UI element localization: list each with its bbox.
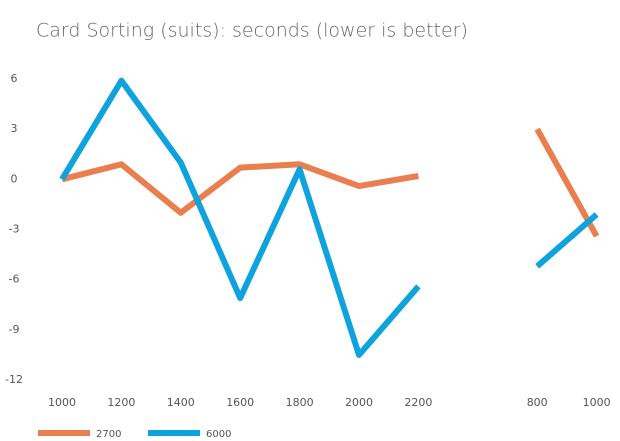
legend-label: 6000 bbox=[206, 429, 231, 440]
series-line bbox=[61, 127, 600, 238]
x-tick-label: 1600 bbox=[226, 396, 254, 409]
x-tick-label: 2000 bbox=[345, 396, 373, 409]
x-tick-label: 1000 bbox=[583, 396, 611, 409]
y-tick-label: -9 bbox=[9, 323, 20, 336]
x-tick-label: 1800 bbox=[286, 396, 314, 409]
y-tick-label: 6 bbox=[11, 72, 18, 85]
chart-title: Card Sorting (suits): seconds (lower is … bbox=[36, 20, 468, 42]
x-tick-label: 1200 bbox=[107, 396, 135, 409]
series-line bbox=[59, 77, 599, 358]
x-tick-label: 800 bbox=[527, 396, 548, 409]
y-tick-label: 0 bbox=[11, 172, 18, 185]
y-tick-label: -3 bbox=[9, 223, 20, 236]
x-tick-label: 2200 bbox=[404, 396, 432, 409]
legend-label: 2700 bbox=[96, 429, 121, 440]
y-tick-label: -6 bbox=[9, 273, 20, 286]
y-tick-label: -12 bbox=[5, 373, 23, 386]
x-tick-label: 1000 bbox=[48, 396, 76, 409]
x-tick-label: 1400 bbox=[167, 396, 195, 409]
y-tick-label: 3 bbox=[11, 122, 18, 135]
